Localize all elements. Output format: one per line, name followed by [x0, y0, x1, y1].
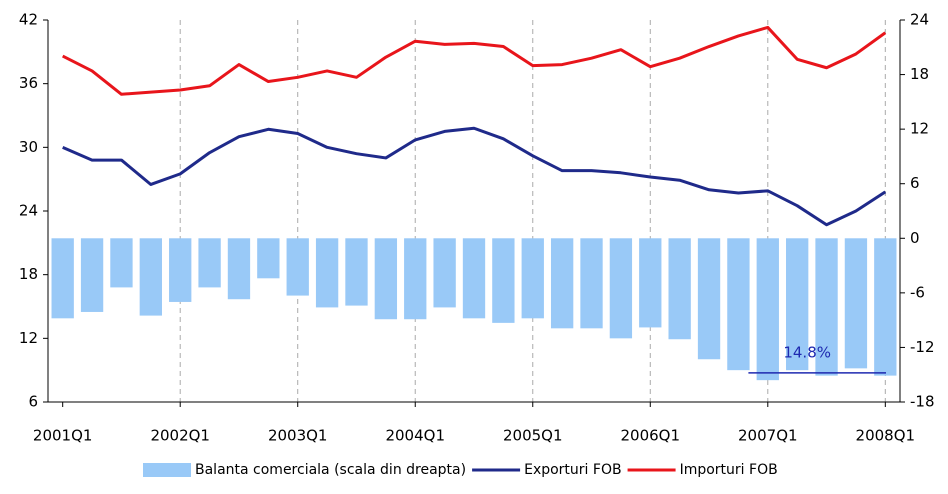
- bar: [286, 238, 309, 296]
- x-tick-label: 2004Q1: [385, 427, 445, 445]
- bar: [786, 238, 809, 371]
- bar: [198, 238, 221, 288]
- bar: [169, 238, 192, 302]
- bar: [345, 238, 368, 306]
- bar: [815, 238, 838, 376]
- y-tick-label: 36: [19, 74, 38, 92]
- bar: [668, 238, 691, 340]
- y2-tick-label: 0: [910, 229, 920, 247]
- bar: [580, 238, 603, 329]
- bar: [315, 238, 339, 308]
- legend-label: Exporturi FOB: [524, 462, 621, 478]
- x-tick-label: 2005Q1: [503, 427, 563, 445]
- line: [62, 126, 887, 227]
- line: [62, 25, 887, 96]
- y-tick-label: 18: [19, 265, 38, 283]
- x-tick-label: 2008Q1: [856, 427, 916, 445]
- bar: [727, 238, 750, 371]
- bar: [139, 238, 162, 316]
- y-tick-label: 30: [19, 138, 38, 156]
- x-tick-label: 2001Q1: [33, 427, 93, 445]
- bar: [404, 238, 427, 320]
- bar: [462, 238, 486, 319]
- y-tick-label: 12: [19, 329, 38, 347]
- y2-tick-label: -12: [910, 338, 935, 356]
- bar: [492, 238, 515, 323]
- legend-swatch: [143, 463, 191, 477]
- x-tick-label: 2007Q1: [738, 427, 798, 445]
- bar: [227, 238, 251, 300]
- y-tick-label: 6: [28, 393, 38, 411]
- legend-label: Balanta comerciala (scala din dreapta): [195, 462, 466, 478]
- y2-tick-label: 18: [910, 65, 929, 83]
- y2-tick-label: 24: [910, 11, 929, 29]
- y2-tick-label: -18: [910, 393, 935, 411]
- bar: [80, 238, 104, 312]
- annotation-label: 14.8%: [783, 343, 831, 361]
- bar: [697, 238, 721, 360]
- x-tick-label: 2002Q1: [150, 427, 210, 445]
- y2-tick-label: 6: [910, 174, 920, 192]
- y-tick-label: 24: [19, 202, 38, 220]
- legend-label: Importuri FOB: [680, 462, 778, 478]
- x-tick-label: 2006Q1: [621, 427, 681, 445]
- bar: [874, 238, 897, 376]
- bar: [639, 238, 662, 328]
- y-tick-label: 42: [19, 11, 38, 29]
- bar: [756, 238, 779, 381]
- bar: [844, 238, 868, 369]
- x-tick-label: 2003Q1: [268, 427, 328, 445]
- bar: [550, 238, 574, 329]
- y2-tick-label: 12: [910, 120, 929, 138]
- y2-tick-label: -6: [910, 283, 925, 301]
- bar: [521, 238, 544, 319]
- bar: [110, 238, 133, 288]
- bar: [257, 238, 280, 279]
- bar: [433, 238, 456, 308]
- bar: [374, 238, 398, 320]
- bar: [609, 238, 633, 339]
- bar: [51, 238, 74, 319]
